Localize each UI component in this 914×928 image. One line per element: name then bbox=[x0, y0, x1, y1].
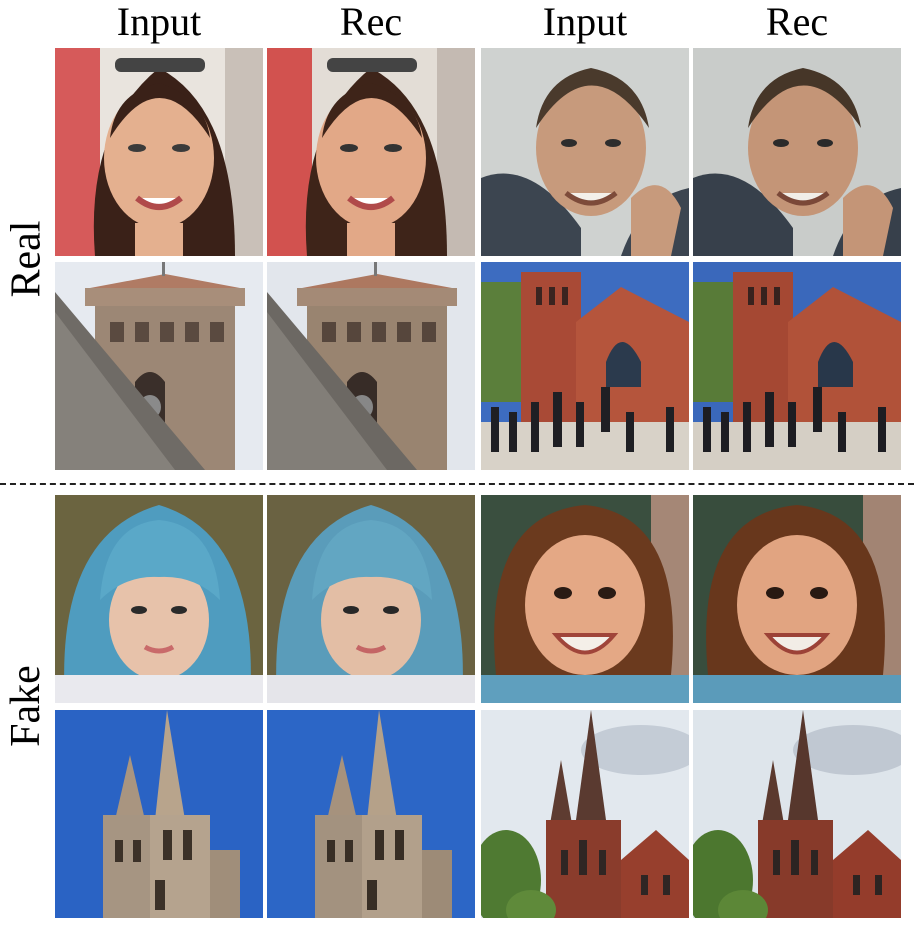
column-header-rec-2: Rec bbox=[765, 0, 829, 44]
image-real-church-rec bbox=[693, 262, 901, 470]
image-fake-blue-hair-rec bbox=[267, 495, 475, 703]
image-real-woman-input bbox=[55, 48, 263, 256]
column-header-input-2: Input bbox=[542, 0, 628, 44]
image-fake-child-input bbox=[481, 495, 689, 703]
group-label-fake: Fake bbox=[3, 665, 49, 747]
image-real-church-input bbox=[481, 262, 689, 470]
image-fake-red-church-input bbox=[481, 710, 689, 918]
image-fake-blue-hair-input bbox=[55, 495, 263, 703]
column-header-rec-1: Rec bbox=[339, 0, 403, 44]
image-fake-red-church-rec bbox=[693, 710, 901, 918]
image-fake-spires-rec bbox=[267, 710, 475, 918]
group-label-real: Real bbox=[3, 220, 49, 298]
image-fake-spires-input bbox=[55, 710, 263, 918]
image-real-bell-tower-rec bbox=[267, 262, 475, 470]
image-real-man-input bbox=[481, 48, 689, 256]
image-real-bell-tower-input bbox=[55, 262, 263, 470]
column-header-input-1: Input bbox=[116, 0, 202, 44]
real-fake-divider bbox=[0, 483, 914, 485]
image-real-woman-rec bbox=[267, 48, 475, 256]
image-real-man-rec bbox=[693, 48, 901, 256]
image-fake-child-rec bbox=[693, 495, 901, 703]
